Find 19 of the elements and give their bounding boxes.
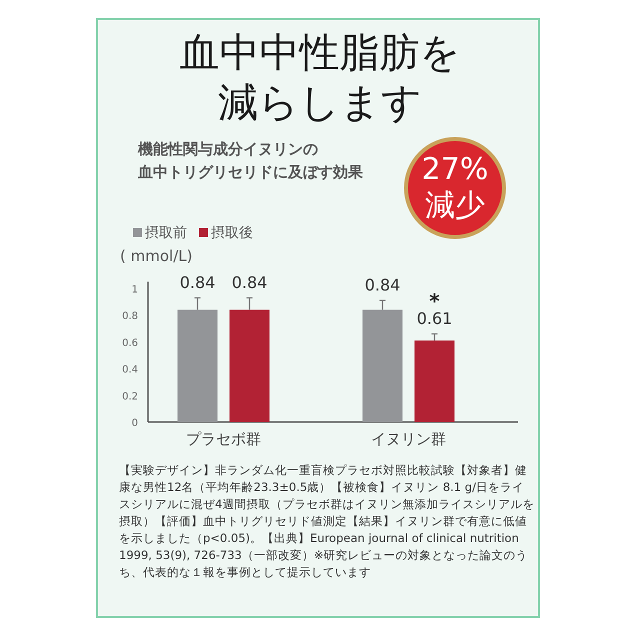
- chart-title: 血中中性脂肪を減らします: [178, 29, 462, 128]
- data-label: 0.84: [364, 275, 400, 294]
- y-tick-label: 0.2: [122, 391, 138, 402]
- y-tick-label: 0.8: [122, 311, 138, 322]
- y-axis-title: ( mmol/L): [120, 247, 192, 265]
- x-tick-label: イヌリン群: [371, 430, 446, 448]
- data-label: 0.84: [180, 272, 216, 292]
- x-tick-label: プラセボ群: [186, 430, 261, 448]
- data-label: 0.84: [232, 272, 268, 292]
- legend-label: 摂取後: [211, 225, 253, 241]
- y-tick-label: 0: [132, 418, 138, 429]
- text: 血中トリグリセリドに及ぼす効果: [138, 162, 363, 183]
- y-tick-label: 0.6: [122, 338, 138, 349]
- text: 【実験デザイン】非ランダム化一重盲検プラセボ対照比較試験【対象者】健康な男性12名（平均年齢23.3±0.5歳）【被検食】イヌリン 8.1 g/日をライスシリアルに混ぜ4週間摂取（プラセボ群はイヌリン無添加ライスシリアルを摂取）【評価】血中トリグリセリド値測定【結果】イヌリン群で有意に低値を示しました（p<0.05)。【出典】European journal of clinical nutrition 1999, 53(9), 726-733（一部改変）※研究レビューの対象となった論文のうち、代表的な１報を事例として提示しています: [119, 462, 535, 581]
- y-tick-label: 1: [132, 284, 138, 296]
- y-tick-label: 0.4: [122, 364, 138, 376]
- chart-subtitle: 機能性関与成分イヌリンの: [138, 139, 318, 160]
- text: 27%減少: [420, 152, 490, 224]
- legend-label: 摂取前: [145, 225, 187, 241]
